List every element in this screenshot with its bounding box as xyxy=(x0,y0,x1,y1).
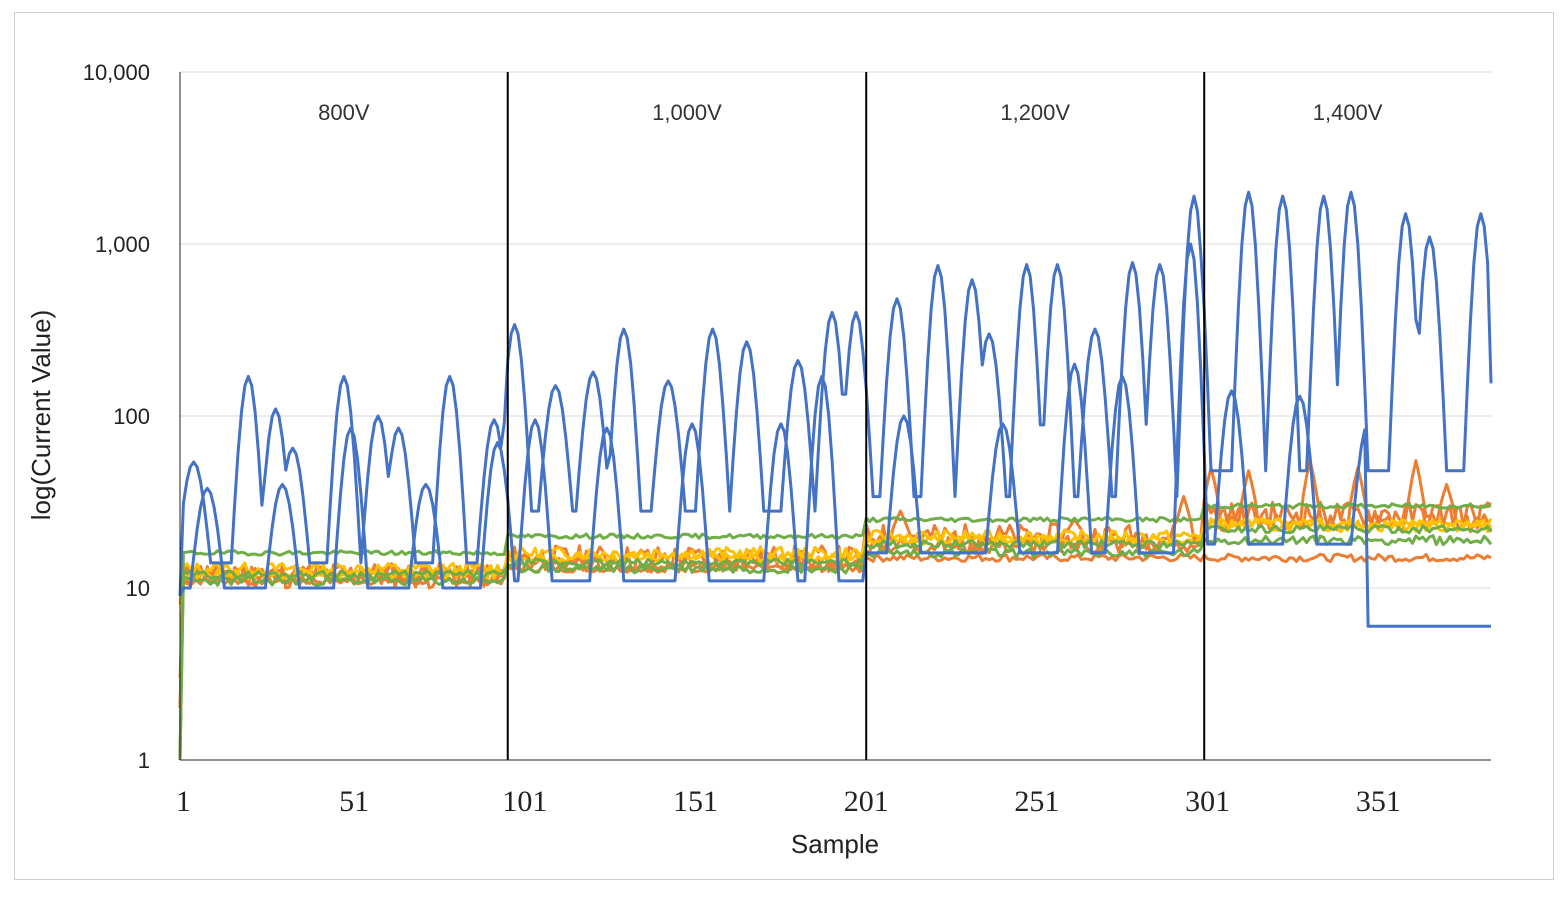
series-lines xyxy=(178,190,1493,761)
section-label: 1,000V xyxy=(652,100,722,125)
x-tick-label: 201 xyxy=(844,785,889,818)
y-tick-label: 10 xyxy=(126,576,150,601)
section-label: 1,200V xyxy=(1000,100,1070,125)
x-tick-label: 351 xyxy=(1356,785,1401,818)
y-tick-label: 10,000 xyxy=(83,60,150,85)
x-tick-label: 51 xyxy=(339,785,369,818)
x-tick-label: 301 xyxy=(1185,785,1230,818)
x-tick-label: 151 xyxy=(673,785,718,818)
chart-labels: Sample log(Current Value) 800V 1,000V 1,20… xyxy=(26,100,1383,859)
y-tick-label: 1 xyxy=(138,748,150,773)
voltage-dividers xyxy=(506,72,1206,760)
x-tick-label: 1 xyxy=(176,785,191,818)
section-label: 800V xyxy=(318,100,370,125)
x-axis-label: Sample xyxy=(791,829,879,859)
series-line-green-3 xyxy=(178,524,1493,761)
y-axis-label: log(Current Value) xyxy=(26,310,56,521)
y-tick-label: 1,000 xyxy=(95,232,150,257)
x-tick-label: 101 xyxy=(502,785,547,818)
x-tick-label: 251 xyxy=(1014,785,1059,818)
series-line-blue-low xyxy=(178,242,1491,628)
series-line-blue-high xyxy=(178,190,1493,596)
y-tick-label: 100 xyxy=(113,404,150,429)
section-label: 1,400V xyxy=(1313,100,1383,125)
